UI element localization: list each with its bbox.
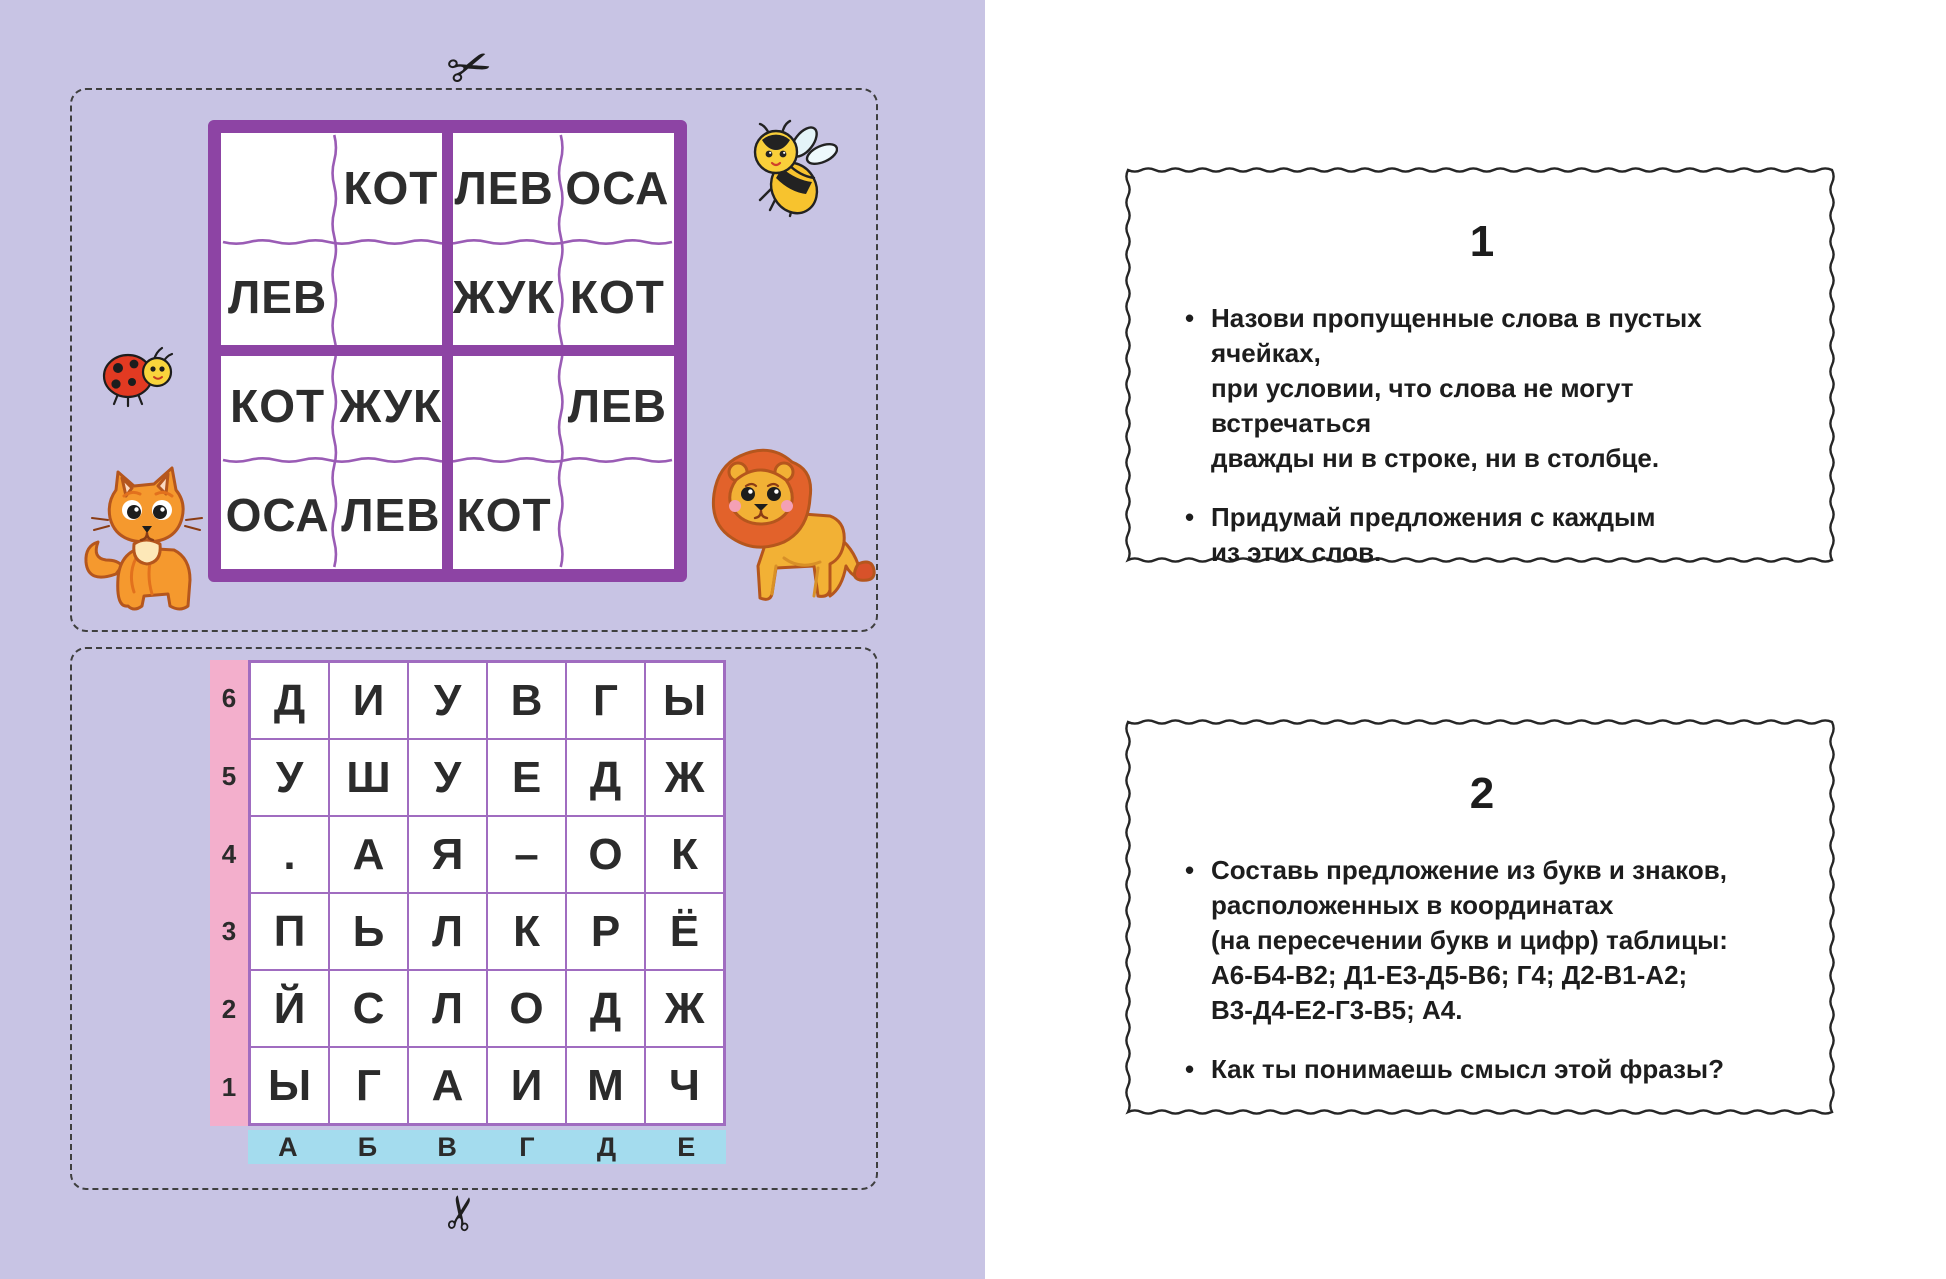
bullet-icon: • xyxy=(1185,1054,1195,1084)
letter-cell: – xyxy=(488,817,565,892)
letter-cell: У xyxy=(251,740,328,815)
sudoku-cell: КОТ xyxy=(230,379,326,432)
letter-cell: Г xyxy=(330,1048,407,1123)
letter-cell: А xyxy=(409,1048,486,1123)
letter-cell: Й xyxy=(251,971,328,1046)
sudoku-cell: ОСА xyxy=(225,488,330,541)
letter-grid-column-labels: А Б В Г Д Е xyxy=(248,1130,726,1164)
row-label: 4 xyxy=(221,838,237,869)
task-card-1: 1 • Назови пропущенные слова в пустых яч… xyxy=(1123,165,1837,567)
task-number: 2 xyxy=(1469,769,1495,818)
instruction-item: • Назови пропущенные слова в пустых ячей… xyxy=(1185,301,1779,476)
sudoku-cell xyxy=(448,351,561,460)
letter-cell: Ш xyxy=(330,740,407,815)
column-label: А xyxy=(278,1131,298,1162)
letter-cell: М xyxy=(567,1048,644,1123)
letter-cell: И xyxy=(488,1048,565,1123)
letter-cell: В xyxy=(488,663,565,738)
column-label: Г xyxy=(519,1131,535,1162)
instruction-item: • Как ты понимаешь смысл этой фразы? xyxy=(1185,1052,1779,1087)
bullet-icon: • xyxy=(1185,303,1195,333)
task-card-2: 2 • Составь предложение из букв и знаков… xyxy=(1123,717,1837,1117)
row-label: 2 xyxy=(221,994,237,1025)
sudoku-cell: ЖУК xyxy=(339,379,443,432)
bee-illustration xyxy=(753,119,838,218)
letter-cell: Ж xyxy=(646,971,723,1046)
letter-cell: Р xyxy=(567,894,644,969)
sudoku-cell: КОТ xyxy=(569,270,665,323)
sudoku-cell: ЖУК xyxy=(452,270,556,323)
letter-cell: О xyxy=(488,971,565,1046)
word-sudoku-grid: КОТ ЛЕВ ОСА ЛЕВ ЖУК КОТ КОТ ЖУК ЛЕВ ОСА … xyxy=(208,120,687,582)
sudoku-cell: ЛЕВ xyxy=(454,161,554,214)
sudoku-cell: ЛЕВ xyxy=(341,488,441,541)
sudoku-cell: КОТ xyxy=(343,161,439,214)
cutout-frame-bottom xyxy=(70,647,878,1190)
row-label: 5 xyxy=(221,761,237,791)
lion-illustration xyxy=(711,448,876,601)
letter-cell: Д xyxy=(251,663,328,738)
letter-cell: Ь xyxy=(330,894,407,969)
instruction-item: • Придумай предложения с каждым из этих … xyxy=(1185,500,1779,570)
letter-grid-row-labels: 6 5 4 3 2 1 xyxy=(210,660,248,1126)
letter-cell: Е xyxy=(488,740,565,815)
letter-cell: У xyxy=(409,740,486,815)
task-instructions: • Назови пропущенные слова в пустых ячей… xyxy=(1185,301,1779,570)
letter-cell: . xyxy=(251,817,328,892)
letter-cell: К xyxy=(488,894,565,969)
cat-illustration xyxy=(84,466,203,611)
zigzag-border xyxy=(1125,167,1835,563)
sudoku-cell xyxy=(334,242,447,351)
letter-grid: Д И У В Г Ы У Ш У Е Д Ж . А Я – О К П Ь … xyxy=(248,660,726,1126)
letter-cell: Я xyxy=(409,817,486,892)
letter-cell: Л xyxy=(409,971,486,1046)
row-label: 6 xyxy=(221,683,237,714)
row-label: 3 xyxy=(221,916,237,947)
row-label: 1 xyxy=(221,1071,237,1102)
letter-cell: Ч xyxy=(646,1048,723,1123)
sudoku-cell: КОТ xyxy=(456,488,552,541)
letter-cell: У xyxy=(409,663,486,738)
letter-cell: Ё xyxy=(646,894,723,969)
sudoku-cell: ЛЕВ xyxy=(228,270,328,323)
letter-cell: С xyxy=(330,971,407,1046)
letter-cell: К xyxy=(646,817,723,892)
letter-cell: Л xyxy=(409,894,486,969)
bullet-icon: • xyxy=(1185,855,1195,885)
column-label: Б xyxy=(357,1131,378,1162)
column-label: Е xyxy=(677,1131,696,1162)
task-number: 1 xyxy=(1469,217,1495,266)
task-instructions: • Составь предложение из букв и знаков, … xyxy=(1185,853,1779,1087)
scissors-icon: ✂ xyxy=(431,1189,492,1237)
letter-cell: Г xyxy=(567,663,644,738)
sudoku-cell: ЛЕВ xyxy=(567,379,667,432)
letter-cell: И xyxy=(330,663,407,738)
letter-cell: Ж xyxy=(646,740,723,815)
letter-cell: П xyxy=(251,894,328,969)
column-label: В xyxy=(437,1131,457,1162)
ladybug-illustration xyxy=(102,346,174,408)
letter-cell: Ы xyxy=(646,663,723,738)
sudoku-cell xyxy=(561,460,674,569)
cutout-frame-top xyxy=(70,88,878,632)
sudoku-cell: ОСА xyxy=(565,161,670,214)
left-page-background: ✂ ✂ КОТ ЛЕВ ОСА ЛЕВ ЖУК КОТ КОТ ЖУК ЛЕВ … xyxy=(0,0,985,1279)
letter-cell: А xyxy=(330,817,407,892)
bullet-icon: • xyxy=(1185,502,1195,532)
sudoku-cell xyxy=(221,133,334,242)
instruction-item: • Составь предложение из букв и знаков, … xyxy=(1185,853,1779,1028)
letter-cell: О xyxy=(567,817,644,892)
column-label: Д xyxy=(596,1131,617,1162)
letter-cell: Ы xyxy=(251,1048,328,1123)
letter-cell: Д xyxy=(567,971,644,1046)
letter-cell: Д xyxy=(567,740,644,815)
zigzag-border xyxy=(1125,719,1835,1115)
